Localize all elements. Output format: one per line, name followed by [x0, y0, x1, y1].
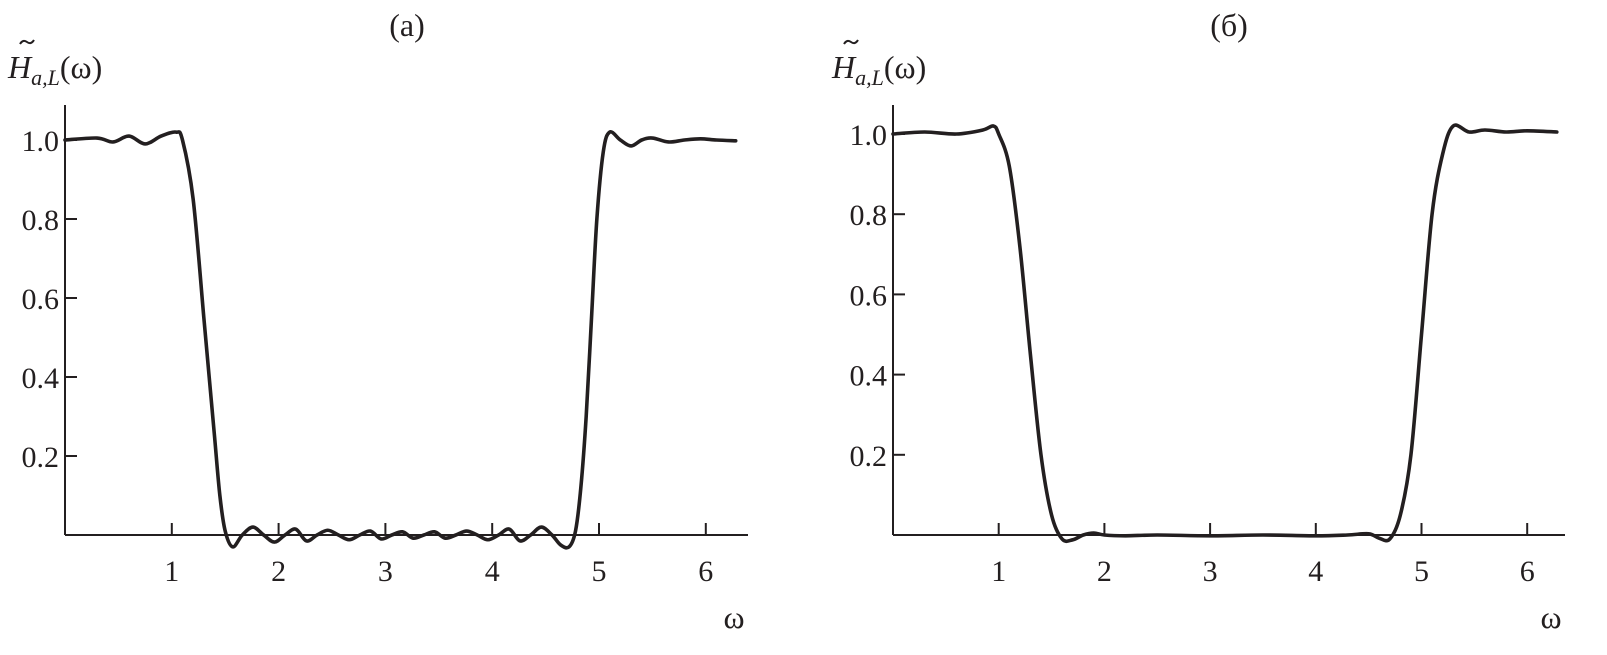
x-tick-label: 3 — [1203, 555, 1218, 588]
y-tick-label: 0.6 — [850, 279, 888, 312]
x-tick-label: 4 — [485, 555, 500, 588]
y-tick-label: 1.0 — [22, 125, 60, 158]
x-tick-label: 5 — [592, 555, 607, 588]
x-tick-label: 2 — [271, 555, 286, 588]
y-tick-label: 0.4 — [850, 360, 888, 393]
panel-title: (а) — [389, 7, 425, 43]
y-tick-label: 0.8 — [850, 199, 888, 232]
y-tick-label: 0.8 — [22, 204, 60, 237]
y-tick-label: 0.6 — [22, 283, 60, 316]
x-tick-label: 3 — [378, 555, 393, 588]
y-axis-label: Ha,L(ω) — [831, 49, 926, 90]
x-tick-label: 1 — [164, 555, 179, 588]
x-tick-label: 4 — [1308, 555, 1323, 588]
panel-title: (б) — [1210, 7, 1248, 43]
y-tick-label: 0.2 — [22, 441, 60, 474]
x-axis-label: ω — [1540, 599, 1561, 635]
x-tick-label: 6 — [1520, 555, 1535, 588]
tilde-mark — [19, 39, 35, 45]
series-line — [891, 123, 1559, 544]
x-tick-label: 2 — [1097, 555, 1112, 588]
x-axis-label: ω — [723, 599, 744, 635]
chart-panel-b: (б) Ha,L(ω) 1 2 3 4 5 6 0.2 0.4 0.6 0.8 1.0 ω — [831, 7, 1565, 635]
x-tick-label: 1 — [991, 555, 1006, 588]
y-tick-label: 0.4 — [22, 362, 60, 395]
y-tick-label: 0.2 — [850, 440, 888, 473]
x-tick-label: 6 — [698, 555, 713, 588]
y-tick-label: 1.0 — [850, 119, 888, 152]
tilde-mark — [843, 39, 859, 45]
x-tick-label: 5 — [1414, 555, 1429, 588]
chart-panel-a: (а) Ha,L(ω) 1 2 3 4 5 6 0.2 0.4 0.6 0.8 1.0 ω — [7, 7, 748, 635]
y-axis-label: Ha,L(ω) — [7, 49, 102, 90]
series-line — [63, 130, 738, 550]
